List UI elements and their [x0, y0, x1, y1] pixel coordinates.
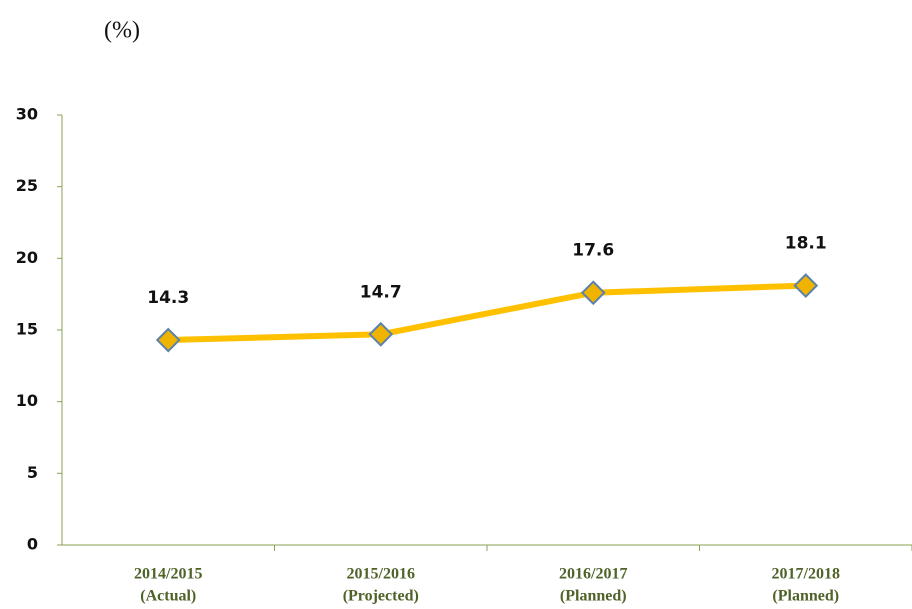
y-axis-label: (%)	[104, 18, 140, 44]
x-tick-label: (Planned)	[560, 588, 627, 605]
x-tick-label: 2014/2015	[134, 566, 202, 583]
data-label: 18.1	[785, 234, 827, 254]
y-tick-label: 30	[16, 105, 38, 124]
data-label: 17.6	[572, 241, 614, 261]
data-label: 14.7	[360, 282, 402, 302]
marker	[793, 273, 819, 298]
x-tick-label: (Actual)	[140, 588, 196, 605]
data-label: 14.3	[147, 288, 189, 308]
marker	[368, 321, 394, 347]
y-tick-label: 5	[27, 463, 38, 482]
y-tick-label: 10	[16, 391, 38, 410]
x-tick-label: (Planned)	[772, 588, 839, 605]
y-tick-label: 20	[16, 248, 38, 267]
marker	[580, 280, 606, 306]
x-tick-label: (Projected)	[343, 588, 419, 605]
y-tick-label: 0	[27, 535, 38, 554]
x-tick-label: 2016/2017	[559, 566, 627, 583]
x-tick-label: 2015/2016	[347, 566, 415, 583]
y-tick-label: 25	[16, 176, 38, 195]
y-tick-label: 15	[16, 320, 38, 339]
x-tick-label: 2017/2018	[772, 566, 840, 583]
line	[168, 282, 806, 344]
marker	[155, 327, 181, 353]
